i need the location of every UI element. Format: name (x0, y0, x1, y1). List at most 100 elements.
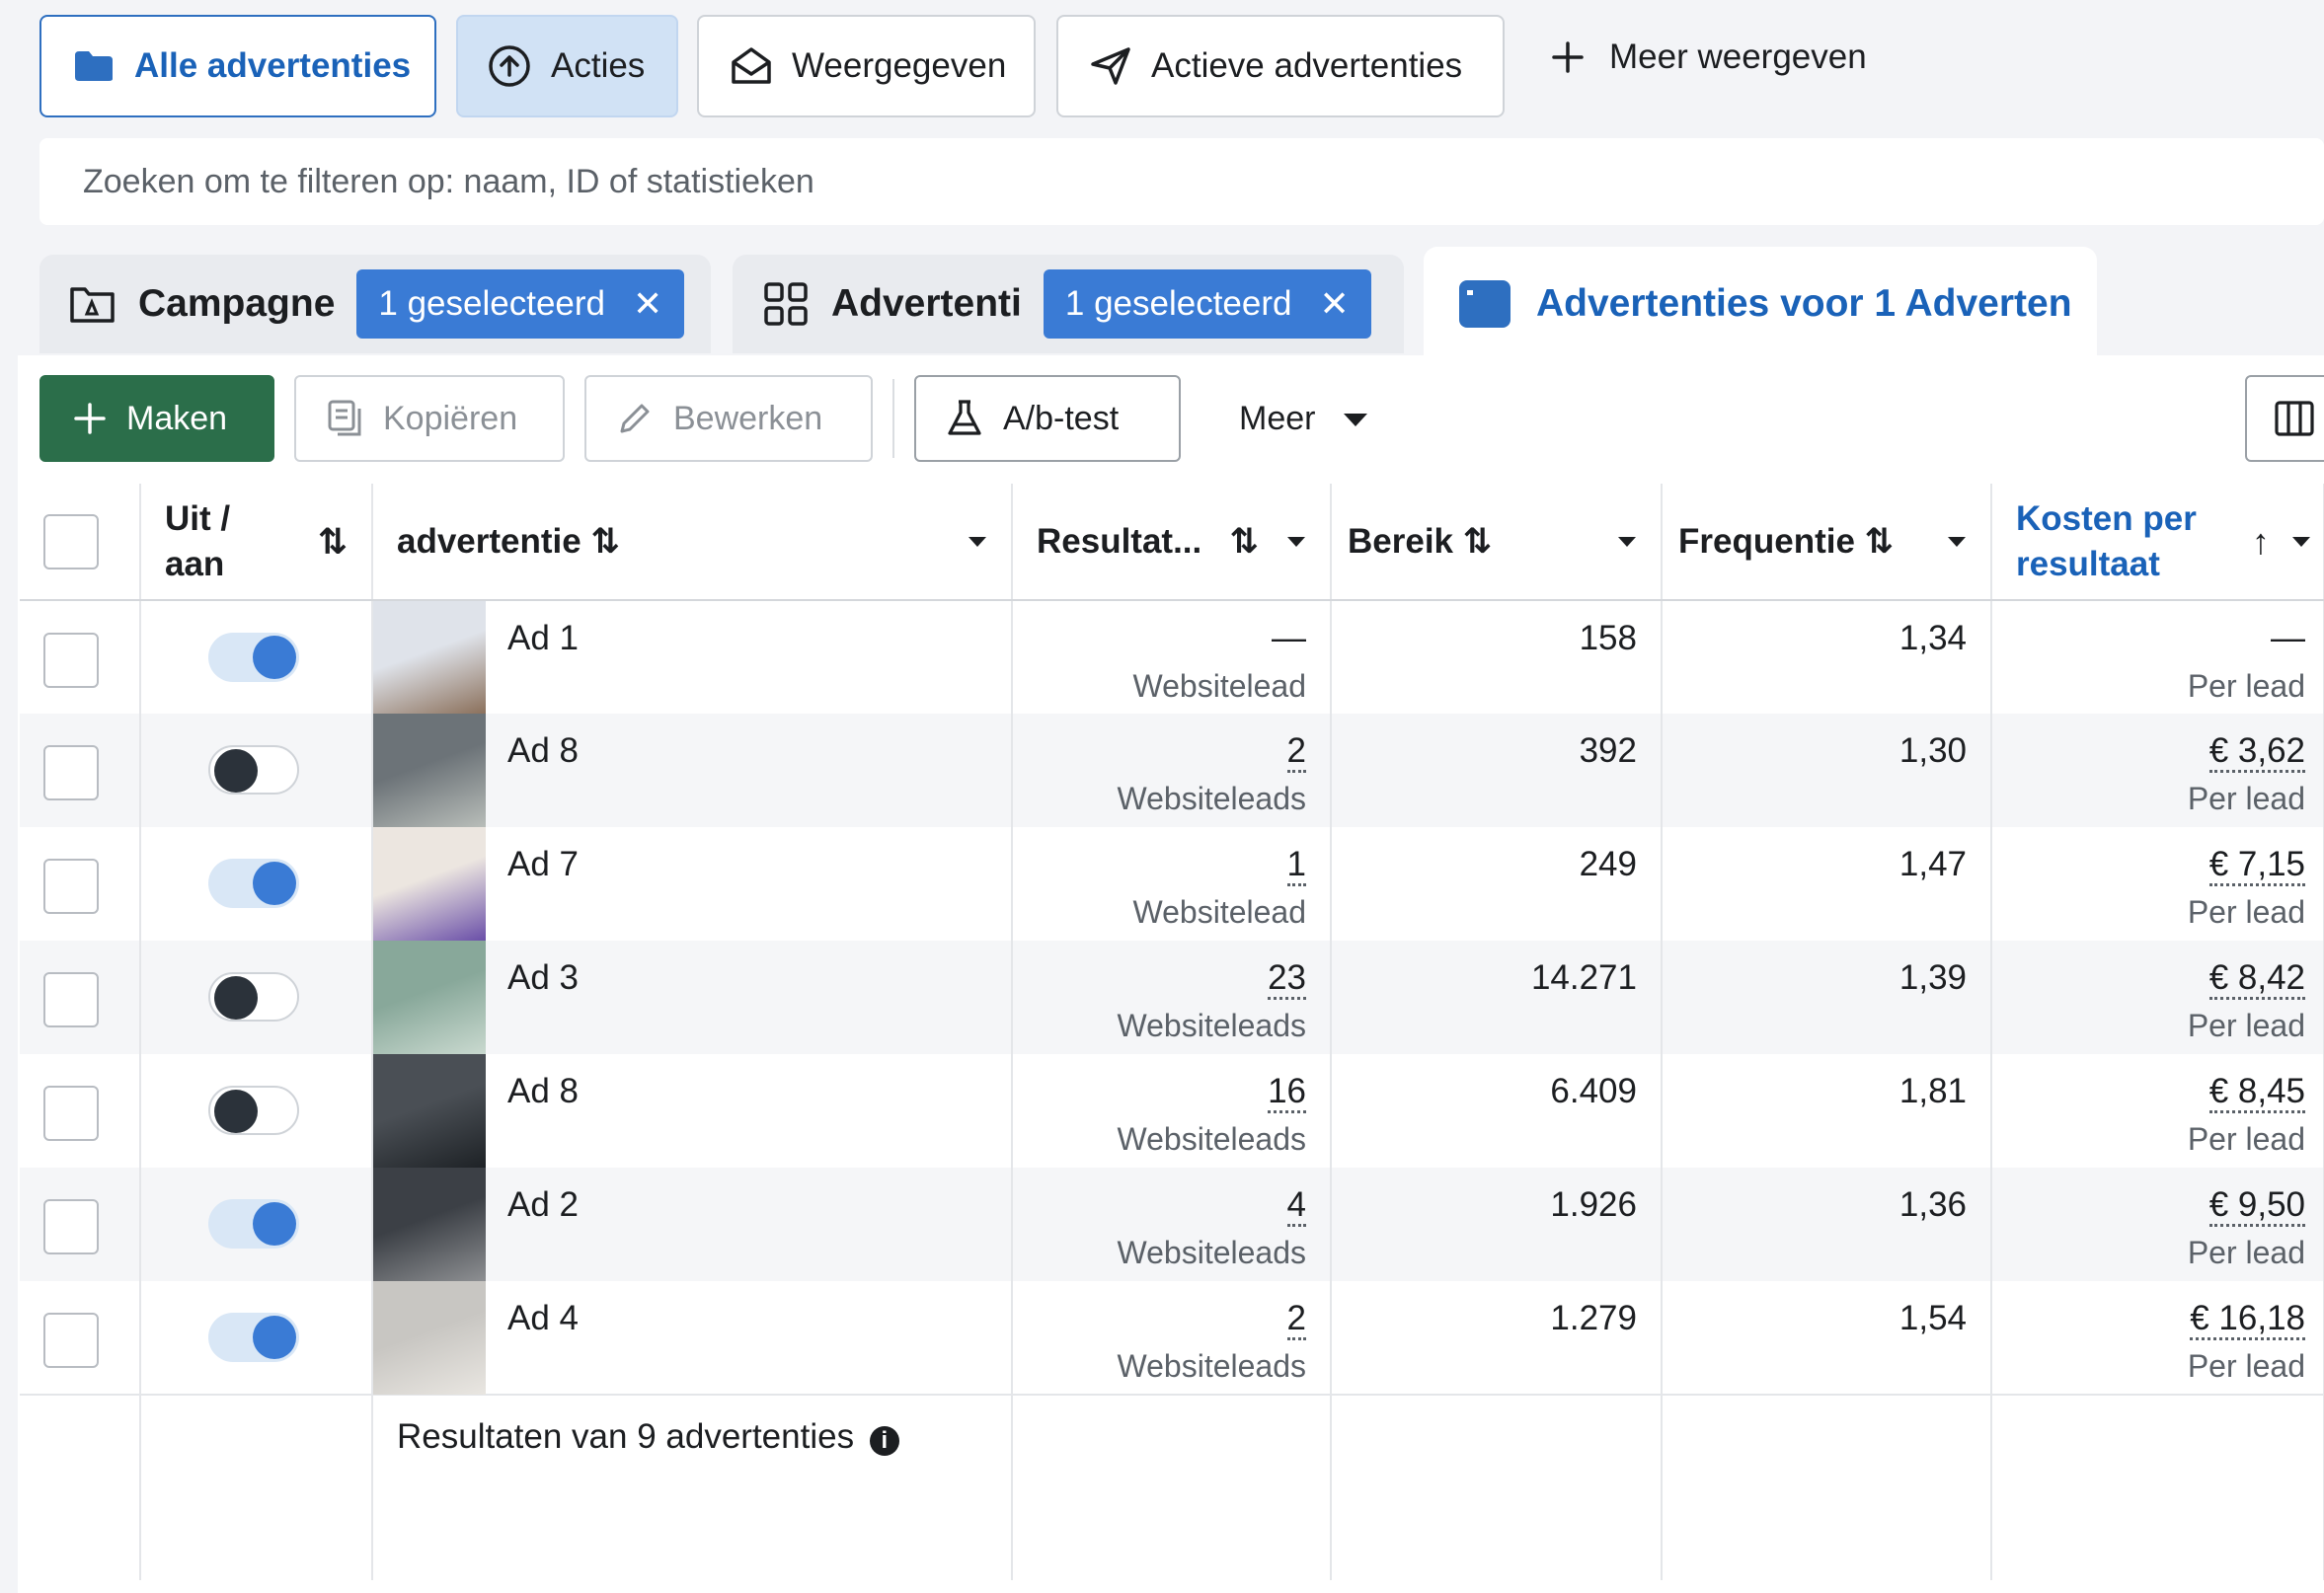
more-dropdown-button[interactable]: Meer (1239, 400, 1368, 438)
caret-down-icon[interactable] (968, 536, 987, 548)
sort-icon[interactable]: ⇅ (590, 521, 620, 561)
ad-on-off-toggle[interactable] (208, 972, 299, 1022)
ad-name-header[interactable]: advertentie ⇅ (372, 484, 1013, 601)
results-type-label: Websitelead (1132, 668, 1306, 704)
toggle-knob (214, 749, 258, 793)
ad-name-link[interactable]: Ad 8 (507, 731, 579, 770)
ad-name-link[interactable]: Ad 2 (507, 1185, 579, 1224)
campaign-selected-chip[interactable]: 1 geselecteerd ✕ (356, 269, 685, 339)
edit-button[interactable]: Bewerken (584, 375, 873, 462)
table-row[interactable]: Ad 3 23 Websiteleads 14.271 1,39 € 8,42 Per le… (20, 941, 2324, 1054)
toggle-knob (253, 862, 296, 905)
row-checkbox[interactable] (43, 1199, 99, 1254)
ad-name-link[interactable]: Ad 3 (507, 958, 579, 997)
results-value[interactable]: 23 (1268, 958, 1306, 1000)
ad-thumbnail[interactable] (373, 827, 486, 941)
search-input[interactable]: Zoeken om te filteren op: naam, ID of st… (39, 138, 2324, 225)
toggle-header[interactable]: Uit / aan ⇅ (140, 484, 373, 601)
ad-thumbnail[interactable] (373, 601, 486, 715)
sort-icon[interactable]: ⇅ (317, 520, 348, 562)
caret-down-icon[interactable] (1286, 536, 1306, 548)
row-checkbox[interactable] (43, 859, 99, 914)
results-value[interactable]: 1 (1286, 845, 1306, 886)
ad-thumbnail[interactable] (373, 941, 486, 1054)
close-icon[interactable]: ✕ (633, 283, 663, 324)
row-checkbox[interactable] (43, 1086, 99, 1141)
results-value[interactable]: 2 (1286, 1299, 1306, 1340)
sort-icon[interactable]: ⇅ (1229, 521, 1259, 561)
ad-on-off-toggle[interactable] (208, 1199, 299, 1249)
reach-header[interactable]: Bereik ⇅ (1331, 484, 1663, 601)
ad-thumbnail[interactable] (373, 714, 486, 827)
flask-icon (948, 400, 981, 435)
table-row[interactable]: Ad 4 2 Websiteleads 1.279 1,54 € 16,18 Per lea… (20, 1281, 2324, 1395)
sort-icon[interactable]: ⇅ (1864, 521, 1894, 561)
cost-value[interactable]: € 8,42 (2208, 958, 2305, 1000)
tab-campaign[interactable]: Campagne 1 geselecteerd ✕ (39, 255, 711, 353)
row-checkbox[interactable] (43, 633, 99, 688)
table-row[interactable]: Ad 1 — Websitelead 158 1,34 — Per lead (20, 600, 2324, 715)
cost-value[interactable]: € 8,45 (2208, 1072, 2305, 1113)
ad-name-link[interactable]: Ad 8 (507, 1072, 579, 1110)
cost-per-result-header[interactable]: Kosten per resultaat ↑ (1991, 484, 2324, 601)
results-value[interactable]: 2 (1286, 731, 1306, 773)
close-icon[interactable]: ✕ (1319, 283, 1350, 324)
row-toggle-cell (140, 941, 373, 1054)
all-ads-filter-button[interactable]: Alle advertenties (39, 15, 436, 117)
results-type-label: Websitelead (1132, 894, 1306, 930)
edit-label: Bewerken (673, 399, 823, 437)
cost-value[interactable]: € 16,18 (2190, 1299, 2305, 1340)
ad-name-link[interactable]: Ad 4 (507, 1299, 579, 1337)
cost-value[interactable]: — (2271, 619, 2305, 657)
sort-icon[interactable]: ⇅ (1462, 521, 1493, 561)
toggle-knob (253, 636, 296, 679)
table-row[interactable]: Ad 8 16 Websiteleads 6.409 1,81 € 8,45 Per lea… (20, 1054, 2324, 1168)
copy-button[interactable]: Kopiëren (294, 375, 565, 462)
show-more-button[interactable]: Meer weergeven (1550, 38, 1867, 77)
ad-on-off-toggle[interactable] (208, 1086, 299, 1135)
active-ads-filter-button[interactable]: Actieve advertenties (1056, 15, 1505, 117)
reach-value: 158 (1579, 619, 1637, 657)
adset-selected-chip[interactable]: 1 geselecteerd ✕ (1043, 269, 1371, 339)
tab-ads[interactable]: Advertenties voor 1 Adverten (1424, 247, 2097, 360)
ab-test-button[interactable]: A/b-test (914, 375, 1181, 462)
caret-down-icon[interactable] (1617, 536, 1637, 548)
ad-name-link[interactable]: Ad 7 (507, 845, 579, 883)
frequency-value: 1,39 (1898, 958, 1967, 997)
row-checkbox[interactable] (43, 1313, 99, 1368)
show-more-label: Meer weergeven (1609, 38, 1867, 76)
caret-down-icon[interactable] (2291, 536, 2311, 548)
table-row[interactable]: Ad 2 4 Websiteleads 1.926 1,36 € 9,50 Per lead (20, 1168, 2324, 1281)
results-value[interactable]: 4 (1286, 1185, 1306, 1227)
info-icon[interactable]: i (869, 1426, 899, 1456)
sort-ascending-icon[interactable]: ↑ (2252, 520, 2270, 562)
ad-on-off-toggle[interactable] (208, 633, 299, 682)
cost-value[interactable]: € 7,15 (2208, 845, 2305, 886)
cost-value[interactable]: € 9,50 (2208, 1185, 2305, 1227)
results-header[interactable]: Resultat... ⇅ (1012, 484, 1332, 601)
tab-adset[interactable]: Advertenti 1 geselecteerd ✕ (733, 255, 1404, 353)
frequency-header[interactable]: Frequentie ⇅ (1662, 484, 1992, 601)
results-value[interactable]: 16 (1268, 1072, 1306, 1113)
ad-on-off-toggle[interactable] (208, 745, 299, 795)
reach-value: 6.409 (1550, 1072, 1637, 1110)
table-row[interactable]: Ad 7 1 Websitelead 249 1,47 € 7,15 Per lead (20, 827, 2324, 941)
caret-down-icon (1344, 413, 1368, 426)
ad-thumbnail[interactable] (373, 1281, 486, 1395)
displayed-filter-button[interactable]: Weergegeven (697, 15, 1036, 117)
cost-value[interactable]: € 3,62 (2208, 731, 2305, 773)
results-value[interactable]: — (1272, 619, 1306, 657)
ad-on-off-toggle[interactable] (208, 1313, 299, 1362)
ad-thumbnail[interactable] (373, 1168, 486, 1281)
columns-button[interactable] (2245, 375, 2324, 462)
actions-filter-button[interactable]: Acties (456, 15, 678, 117)
ad-on-off-toggle[interactable] (208, 859, 299, 908)
create-button[interactable]: Maken (39, 375, 274, 462)
table-row[interactable]: Ad 8 2 Websiteleads 392 1,30 € 3,62 Per lead (20, 714, 2324, 827)
ad-thumbnail[interactable] (373, 1054, 486, 1168)
caret-down-icon[interactable] (1947, 536, 1967, 548)
row-checkbox[interactable] (43, 972, 99, 1027)
row-checkbox[interactable] (43, 745, 99, 800)
select-all-checkbox[interactable] (43, 513, 99, 569)
ad-name-link[interactable]: Ad 1 (507, 619, 579, 657)
